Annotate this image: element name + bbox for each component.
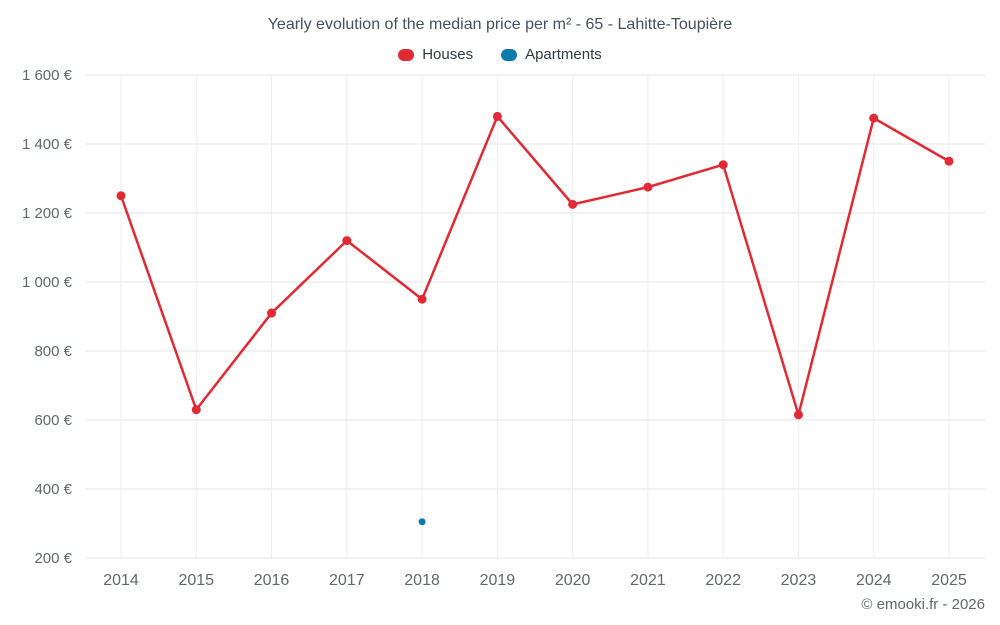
legend-item-houses[interactable]: Houses [398,46,473,63]
attribution: © emooki.fr - 2026 [861,596,985,613]
legend-label-houses: Houses [422,46,474,63]
svg-text:1 600 €: 1 600 € [22,67,73,84]
svg-text:2020: 2020 [555,572,591,589]
svg-text:2023: 2023 [781,572,817,589]
chart-title: Yearly evolution of the median price per… [267,16,733,33]
svg-text:1 200 €: 1 200 € [22,205,73,222]
svg-text:2019: 2019 [480,572,516,589]
svg-text:1 400 €: 1 400 € [22,136,73,153]
houses-series-swatch-icon [398,48,415,61]
svg-text:2021: 2021 [630,572,666,589]
apartments-series-swatch-icon [501,48,518,61]
svg-text:2025: 2025 [931,572,967,589]
svg-text:2015: 2015 [178,572,214,589]
legend-item-apartments[interactable]: Apartments [501,46,602,63]
svg-text:1 000 €: 1 000 € [22,274,73,291]
svg-text:2024: 2024 [856,572,892,589]
svg-text:2014: 2014 [103,572,139,589]
svg-text:2016: 2016 [254,572,290,589]
svg-text:2018: 2018 [404,572,440,589]
svg-text:2022: 2022 [705,572,741,589]
svg-text:200 €: 200 € [34,550,72,567]
legend: Houses Apartments [0,46,1000,63]
svg-text:2017: 2017 [329,572,365,589]
svg-text:600 €: 600 € [34,412,72,429]
svg-text:400 €: 400 € [34,481,72,498]
svg-text:800 €: 800 € [34,343,72,360]
legend-label-apartments: Apartments [525,46,602,63]
